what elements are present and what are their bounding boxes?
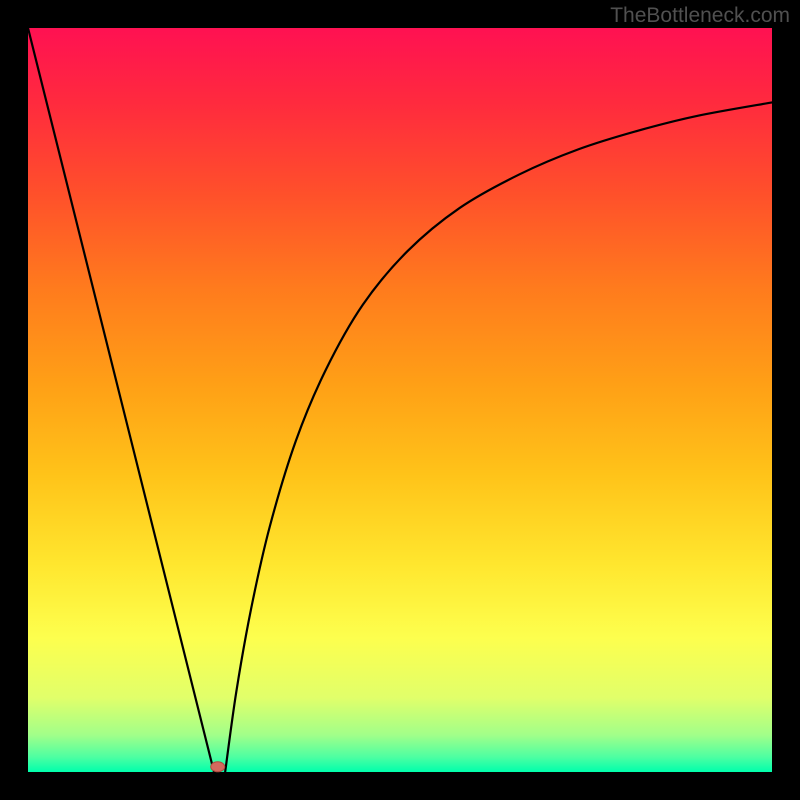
plot-background <box>28 28 772 772</box>
chart-container: TheBottleneck.com <box>0 0 800 800</box>
bottleneck-chart <box>0 0 800 800</box>
watermark-text: TheBottleneck.com <box>610 4 790 28</box>
minimum-marker <box>211 762 225 772</box>
